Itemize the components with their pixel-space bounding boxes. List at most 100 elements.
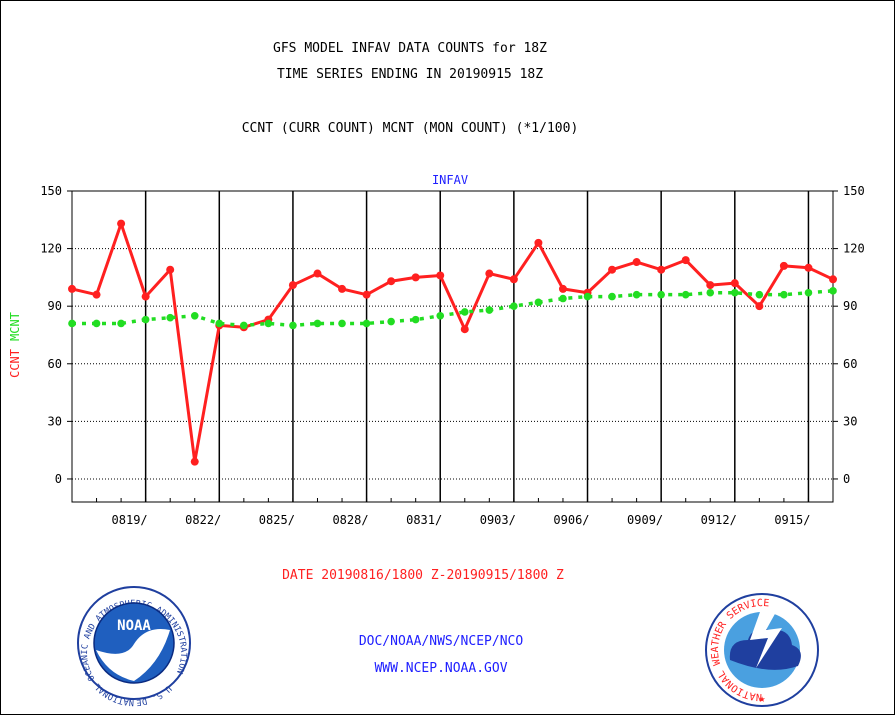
x-tick-label: 0903/: [480, 513, 516, 527]
y-tick-label-left: 0: [55, 472, 62, 486]
data-point-ccnt: [141, 292, 150, 301]
series-line-ccnt: [71, 222, 834, 464]
data-point-mcnt: [804, 288, 813, 297]
data-point-mcnt: [510, 302, 518, 310]
data-point-ccnt: [509, 275, 518, 284]
chart-title-line1: GFS MODEL INFAV DATA COUNTS for 18Z: [273, 41, 547, 56]
data-point-ccnt: [338, 284, 347, 293]
data-point-ccnt: [534, 238, 543, 247]
data-point-ccnt: [779, 261, 788, 270]
y-tick-label-left: 90: [48, 299, 62, 313]
y-tick-label-left: 60: [48, 357, 62, 371]
data-point-ccnt: [362, 290, 371, 299]
data-point-ccnt: [632, 258, 641, 267]
data-point-ccnt: [166, 265, 175, 274]
data-point-ccnt: [313, 269, 322, 278]
date-range-label: DATE 20190816/1800 Z-20190915/1800 Z: [282, 568, 564, 583]
data-point-ccnt: [657, 265, 666, 274]
data-point-mcnt: [190, 311, 199, 320]
data-point-mcnt: [264, 319, 273, 328]
data-point-mcnt: [534, 298, 543, 307]
nws-lightning-icon: [750, 612, 782, 668]
data-point-mcnt: [387, 317, 395, 326]
x-tick-label: 0831/: [406, 513, 442, 527]
data-point-ccnt: [608, 265, 617, 274]
data-point-ccnt: [558, 284, 567, 293]
data-point-ccnt: [387, 277, 396, 286]
data-point-ccnt: [68, 284, 76, 293]
data-point-mcnt: [362, 319, 371, 328]
data-point-mcnt: [68, 319, 76, 328]
grid-layer: [72, 190, 833, 502]
data-point-ccnt: [804, 263, 813, 272]
data-point-mcnt: [411, 315, 420, 324]
data-point-ccnt: [829, 275, 837, 284]
data-point-mcnt: [657, 290, 665, 299]
y-axis-title: CCNT MCNT: [8, 312, 22, 378]
data-point-ccnt: [411, 273, 420, 282]
x-tick-label: 0825/: [259, 513, 295, 527]
data-point-ccnt: [730, 279, 739, 288]
data-point-ccnt: [681, 256, 690, 265]
data-point-ccnt: [92, 290, 101, 299]
data-point-ccnt: [460, 325, 469, 334]
noaa-logo-text: NOAA: [117, 618, 151, 634]
y-tick-label-left: 120: [40, 242, 62, 256]
chart-title-line2: TIME SERIES ENDING IN 20190915 18Z: [277, 67, 543, 82]
website-link[interactable]: WWW.NCEP.NOAA.GOV: [374, 661, 507, 676]
data-point-mcnt: [829, 287, 837, 295]
y-tick-label-right: 120: [843, 242, 865, 256]
x-tick-label: 0912/: [701, 513, 737, 527]
data-point-ccnt: [485, 269, 494, 278]
x-tick-label: 0822/: [185, 513, 221, 527]
data-point-mcnt: [92, 319, 101, 328]
data-point-mcnt: [681, 290, 690, 299]
y-axis-title-mcnt: MCNT: [8, 312, 22, 341]
x-tick-label: 0906/: [553, 513, 589, 527]
x-tick-label: 0828/: [332, 513, 368, 527]
data-point-ccnt: [436, 271, 445, 280]
plot-area-border: [71, 190, 834, 503]
y-tick-label-right: 0: [843, 472, 850, 486]
data-point-ccnt: [706, 281, 715, 290]
y-tick-label-right: 150: [843, 184, 865, 198]
data-point-mcnt: [436, 311, 445, 320]
data-point-mcnt: [240, 321, 248, 330]
chart-subtitle: CCNT (CURR COUNT) MCNT (MON COUNT) (*1/1…: [242, 121, 579, 136]
data-point-mcnt: [706, 288, 715, 297]
axis-layer: 0 0 30 30 60 60 90 90 120 120 150 150 0819/0822/0825…: [40, 184, 864, 527]
nws-star-icon: ★: [759, 692, 766, 705]
data-point-mcnt: [460, 308, 469, 316]
data-point-mcnt: [780, 290, 788, 299]
data-point-mcnt: [289, 321, 297, 330]
y-tick-label-left: 30: [48, 414, 62, 428]
noaa-bird-icon: [96, 628, 170, 681]
data-point-mcnt: [117, 319, 125, 328]
y-tick-label-right: 90: [843, 299, 857, 313]
data-point-mcnt: [583, 292, 592, 301]
data-point-mcnt: [313, 319, 322, 328]
series-layer: [68, 219, 837, 466]
data-point-mcnt: [485, 306, 494, 314]
panel-label: INFAV: [432, 173, 468, 187]
data-point-mcnt: [338, 319, 346, 328]
series-line-mcnt: [72, 289, 834, 328]
y-tick-label-right: 60: [843, 357, 857, 371]
x-tick-label: 0819/: [112, 513, 148, 527]
nws-logo: NATIONAL WEATHER SERVICE ★: [705, 593, 819, 707]
data-point-mcnt: [166, 313, 174, 322]
data-point-mcnt: [141, 315, 150, 324]
x-tick-label: 0915/: [774, 513, 810, 527]
x-tick-label: 0909/: [627, 513, 663, 527]
y-tick-label-right: 30: [843, 414, 857, 428]
data-point-ccnt: [190, 457, 199, 466]
data-point-ccnt: [755, 302, 764, 311]
y-tick-label-left: 150: [40, 184, 62, 198]
noaa-logo: NATIONAL OCEANIC AND ATMOSPHERIC ADMINIS…: [0, 0, 191, 707]
y-axis-title-ccnt: CCNT: [8, 349, 22, 378]
data-point-ccnt: [117, 219, 126, 228]
data-point-mcnt: [632, 290, 641, 299]
